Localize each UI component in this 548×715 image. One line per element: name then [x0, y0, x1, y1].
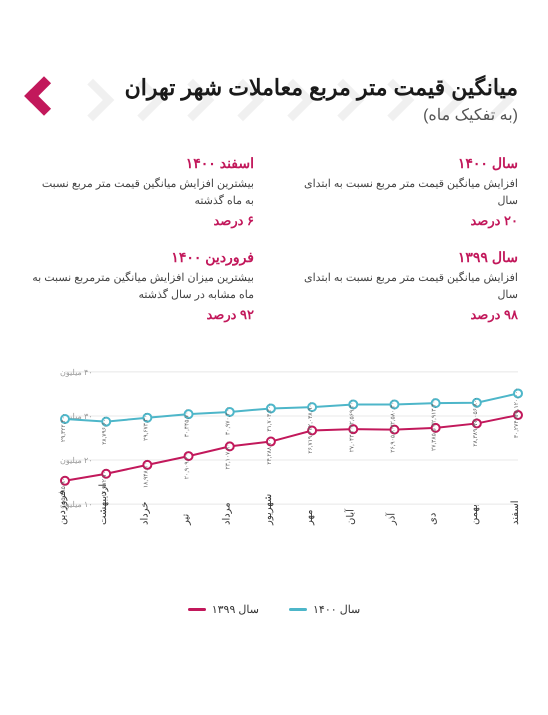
svg-text:فروردین: فروردین — [57, 490, 68, 525]
stat-block: سال ۱۳۹۹ افزایش میانگین قیمت متر مربع نس… — [294, 249, 518, 323]
stat-block: اسفند ۱۴۰۰ بیشترین افزایش میانگین قیمت م… — [30, 155, 254, 229]
legend-item: سال ۱۴۰۰ — [289, 603, 360, 616]
stat-value: ۹۲ درصد — [30, 307, 254, 323]
svg-text:۳۲,۰۳۸,۹۰۰: ۳۲,۰۳۸,۹۰۰ — [308, 401, 314, 430]
svg-text:۳۳,۰۵۶,۸۰۰: ۳۳,۰۵۶,۸۰۰ — [473, 397, 479, 426]
svg-text:۳۲,۹۱۳,۴۰۰: ۳۲,۹۱۳,۴۰۰ — [432, 397, 438, 426]
svg-text:مهر: مهر — [304, 510, 315, 526]
stat-value: ۲۰ درصد — [294, 213, 518, 229]
legend-swatch — [188, 608, 206, 611]
legend-item: سال ۱۳۹۹ — [188, 603, 259, 616]
svg-text:آذر: آذر — [384, 512, 397, 526]
svg-text:۳۰,۴۴۵,۷۰۰: ۳۰,۴۴۵,۷۰۰ — [185, 408, 191, 437]
svg-text:تیر: تیر — [181, 513, 192, 526]
svg-text:اردیبهشت: اردیبهشت — [98, 484, 109, 525]
svg-text:۲۹,۶۷۳,۳۰۰: ۲۹,۶۷۳,۳۰۰ — [143, 412, 149, 441]
svg-text:۳۲,۵۶۹,۳۰۰: ۳۲,۵۶۹,۳۰۰ — [349, 398, 355, 427]
svg-text:۲۸,۷۹۶,۶۰۰: ۲۸,۷۹۶,۶۰۰ — [102, 416, 108, 445]
svg-text:۲۰,۹۰۹,۶۰۰: ۲۰,۹۰۹,۶۰۰ — [185, 450, 191, 479]
svg-text:۲۰ میلیون: ۲۰ میلیون — [60, 456, 93, 465]
svg-text:۳۰,۹۷۰,۲۰۰: ۳۰,۹۷۰,۲۰۰ — [226, 406, 232, 435]
svg-text:مرداد: مرداد — [222, 502, 233, 525]
svg-text:شهریور: شهریور — [263, 494, 274, 526]
svg-text:۱۸,۹۴۸,۱۰۰: ۱۸,۹۴۸,۱۰۰ — [143, 459, 149, 488]
stat-desc: افزایش میانگین قیمت متر مربع نسبت به ابت… — [294, 176, 518, 209]
stat-heading: فروردین ۱۴۰۰ — [30, 249, 254, 266]
stat-desc: بیشترین میزان افزایش میانگین مترمربع نسب… — [30, 270, 254, 303]
legend-swatch — [289, 608, 307, 611]
svg-text:خرداد: خرداد — [139, 502, 150, 525]
page-subtitle: (به تفکیک ماه) — [30, 105, 518, 125]
stat-block: فروردین ۱۴۰۰ بیشترین میزان افزایش میانگی… — [30, 249, 254, 323]
svg-text:دی: دی — [428, 513, 439, 525]
stats-grid: سال ۱۴۰۰ افزایش میانگین قیمت متر مربع نس… — [0, 125, 548, 343]
header: میانگین قیمت متر مربع معاملات شهر تهران … — [0, 75, 548, 125]
stat-heading: اسفند ۱۴۰۰ — [30, 155, 254, 172]
svg-text:۳۱,۷۰۳,۳۰۰: ۳۱,۷۰۳,۳۰۰ — [267, 402, 273, 431]
svg-text:۲۳,۱۰۷,۸۰۰: ۲۳,۱۰۷,۸۰۰ — [226, 440, 232, 469]
stat-desc: افزایش میانگین قیمت متر مربع نسبت به ابت… — [294, 270, 518, 303]
svg-text:۴۰ میلیون: ۴۰ میلیون — [60, 368, 93, 377]
legend-label: سال ۱۴۰۰ — [313, 603, 360, 616]
svg-text:۳۲,۵۸۰,۳۰۰: ۳۲,۵۸۰,۳۰۰ — [390, 398, 396, 427]
svg-text:بهمن: بهمن — [469, 504, 480, 525]
line-chart: ۱۰ میلیون۲۰ میلیون۳۰ میلیون۴۰ میلیون۱۵,۳… — [20, 353, 528, 553]
svg-text:۲۴,۲۸۸,۱۰۰: ۲۴,۲۸۸,۱۰۰ — [267, 436, 273, 465]
stat-value: ۶ درصد — [30, 213, 254, 229]
stat-block: سال ۱۴۰۰ افزایش میانگین قیمت متر مربع نس… — [294, 155, 518, 229]
stat-value: ۹۸ درصد — [294, 307, 518, 323]
svg-text:اسفند: اسفند — [510, 501, 521, 525]
svg-text:۲۹,۳۲۲,۴۰۰: ۲۹,۳۲۲,۴۰۰ — [61, 413, 67, 442]
page-title: میانگین قیمت متر مربع معاملات شهر تهران — [30, 75, 518, 101]
stat-heading: سال ۱۴۰۰ — [294, 155, 518, 172]
legend-label: سال ۱۳۹۹ — [212, 603, 259, 616]
svg-text:آبان: آبان — [343, 508, 356, 525]
stat-heading: سال ۱۳۹۹ — [294, 249, 518, 266]
stat-desc: بیشترین افزایش میانگین قیمت متر مربع نسب… — [30, 176, 254, 209]
svg-text:۳۵,۱۲۰,۰۰۰: ۳۵,۱۲۰,۰۰۰ — [514, 387, 520, 416]
chart-legend: سال ۱۴۰۰ سال ۱۳۹۹ — [20, 603, 528, 616]
chart-area: ۱۰ میلیون۲۰ میلیون۳۰ میلیون۴۰ میلیون۱۵,۳… — [0, 343, 548, 623]
